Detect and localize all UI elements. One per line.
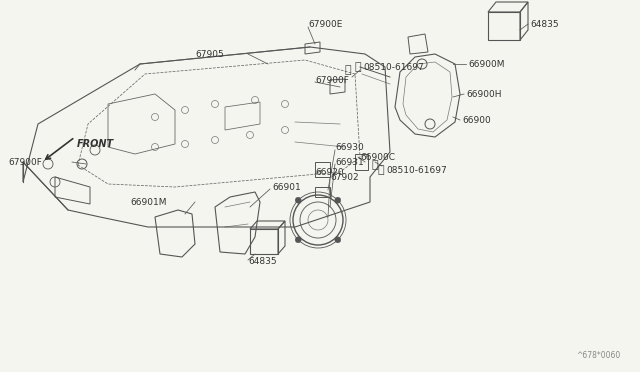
Text: 08510-61697: 08510-61697 — [386, 166, 447, 174]
Circle shape — [335, 237, 340, 243]
Text: Ⓢ: Ⓢ — [372, 160, 378, 170]
Text: 66900C: 66900C — [360, 153, 395, 161]
Text: Ⓢ: Ⓢ — [345, 65, 351, 75]
Text: 67900E: 67900E — [308, 19, 342, 29]
Text: 67900F: 67900F — [315, 76, 349, 84]
Circle shape — [295, 197, 301, 203]
Text: 67905: 67905 — [195, 49, 224, 58]
Text: 66930: 66930 — [335, 142, 364, 151]
Text: 66920: 66920 — [315, 167, 344, 176]
Text: 08510-61697: 08510-61697 — [363, 62, 424, 71]
Text: 67900F: 67900F — [8, 157, 42, 167]
Circle shape — [335, 197, 340, 203]
Text: ^678*0060: ^678*0060 — [576, 351, 620, 360]
Text: Ⓢ: Ⓢ — [378, 165, 385, 175]
Text: 67902: 67902 — [330, 173, 358, 182]
Text: 66901M: 66901M — [130, 198, 166, 206]
Text: 66900: 66900 — [462, 115, 491, 125]
Text: 64835: 64835 — [530, 19, 559, 29]
Text: 66931: 66931 — [335, 157, 364, 167]
Text: 66900H: 66900H — [466, 90, 502, 99]
Circle shape — [295, 237, 301, 243]
Text: 64835: 64835 — [248, 257, 276, 266]
Text: FRONT: FRONT — [77, 139, 114, 149]
Text: Ⓢ: Ⓢ — [355, 62, 362, 72]
Text: 66901: 66901 — [272, 183, 301, 192]
Text: 66900M: 66900M — [468, 60, 504, 68]
